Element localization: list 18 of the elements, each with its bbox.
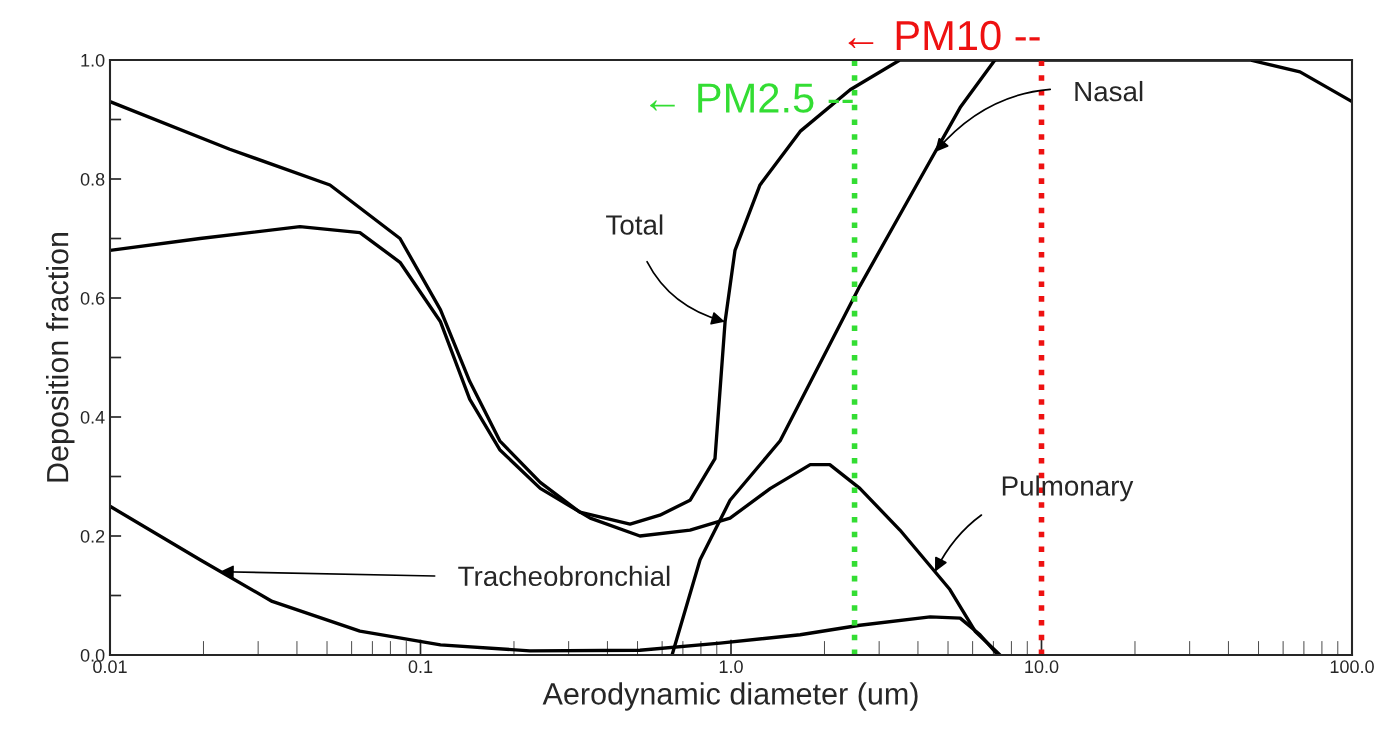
y-tick-label: 0.6 bbox=[80, 291, 105, 305]
annotation: Pulmonary bbox=[1002, 475, 1134, 502]
annotation: Nasal bbox=[1075, 80, 1143, 102]
y-tick-label: 0.4 bbox=[80, 410, 105, 424]
x-axis-title: Aerodynamic diameter (um) bbox=[542, 682, 918, 711]
y-tick-label: 0.0 bbox=[80, 648, 105, 662]
y-axis-title: Deposition fraction bbox=[46, 232, 75, 482]
annotation: Tracheobronchial bbox=[458, 565, 670, 587]
ref-line-label: ← PM10 -- bbox=[848, 20, 1040, 51]
y-tick-label: 0.2 bbox=[80, 529, 105, 543]
x-tick-label: 0.1 bbox=[408, 660, 433, 674]
x-tick-label: 1.0 bbox=[719, 660, 743, 674]
y-tick-label: 0.8 bbox=[80, 172, 105, 186]
x-tick-label: 0.01 bbox=[93, 660, 127, 674]
x-tick-label: 10.0 bbox=[1025, 660, 1059, 674]
y-tick-label: 1.0 bbox=[81, 53, 105, 67]
x-tick-label: 100.0 bbox=[1330, 660, 1374, 674]
annotation: Total bbox=[606, 214, 663, 235]
